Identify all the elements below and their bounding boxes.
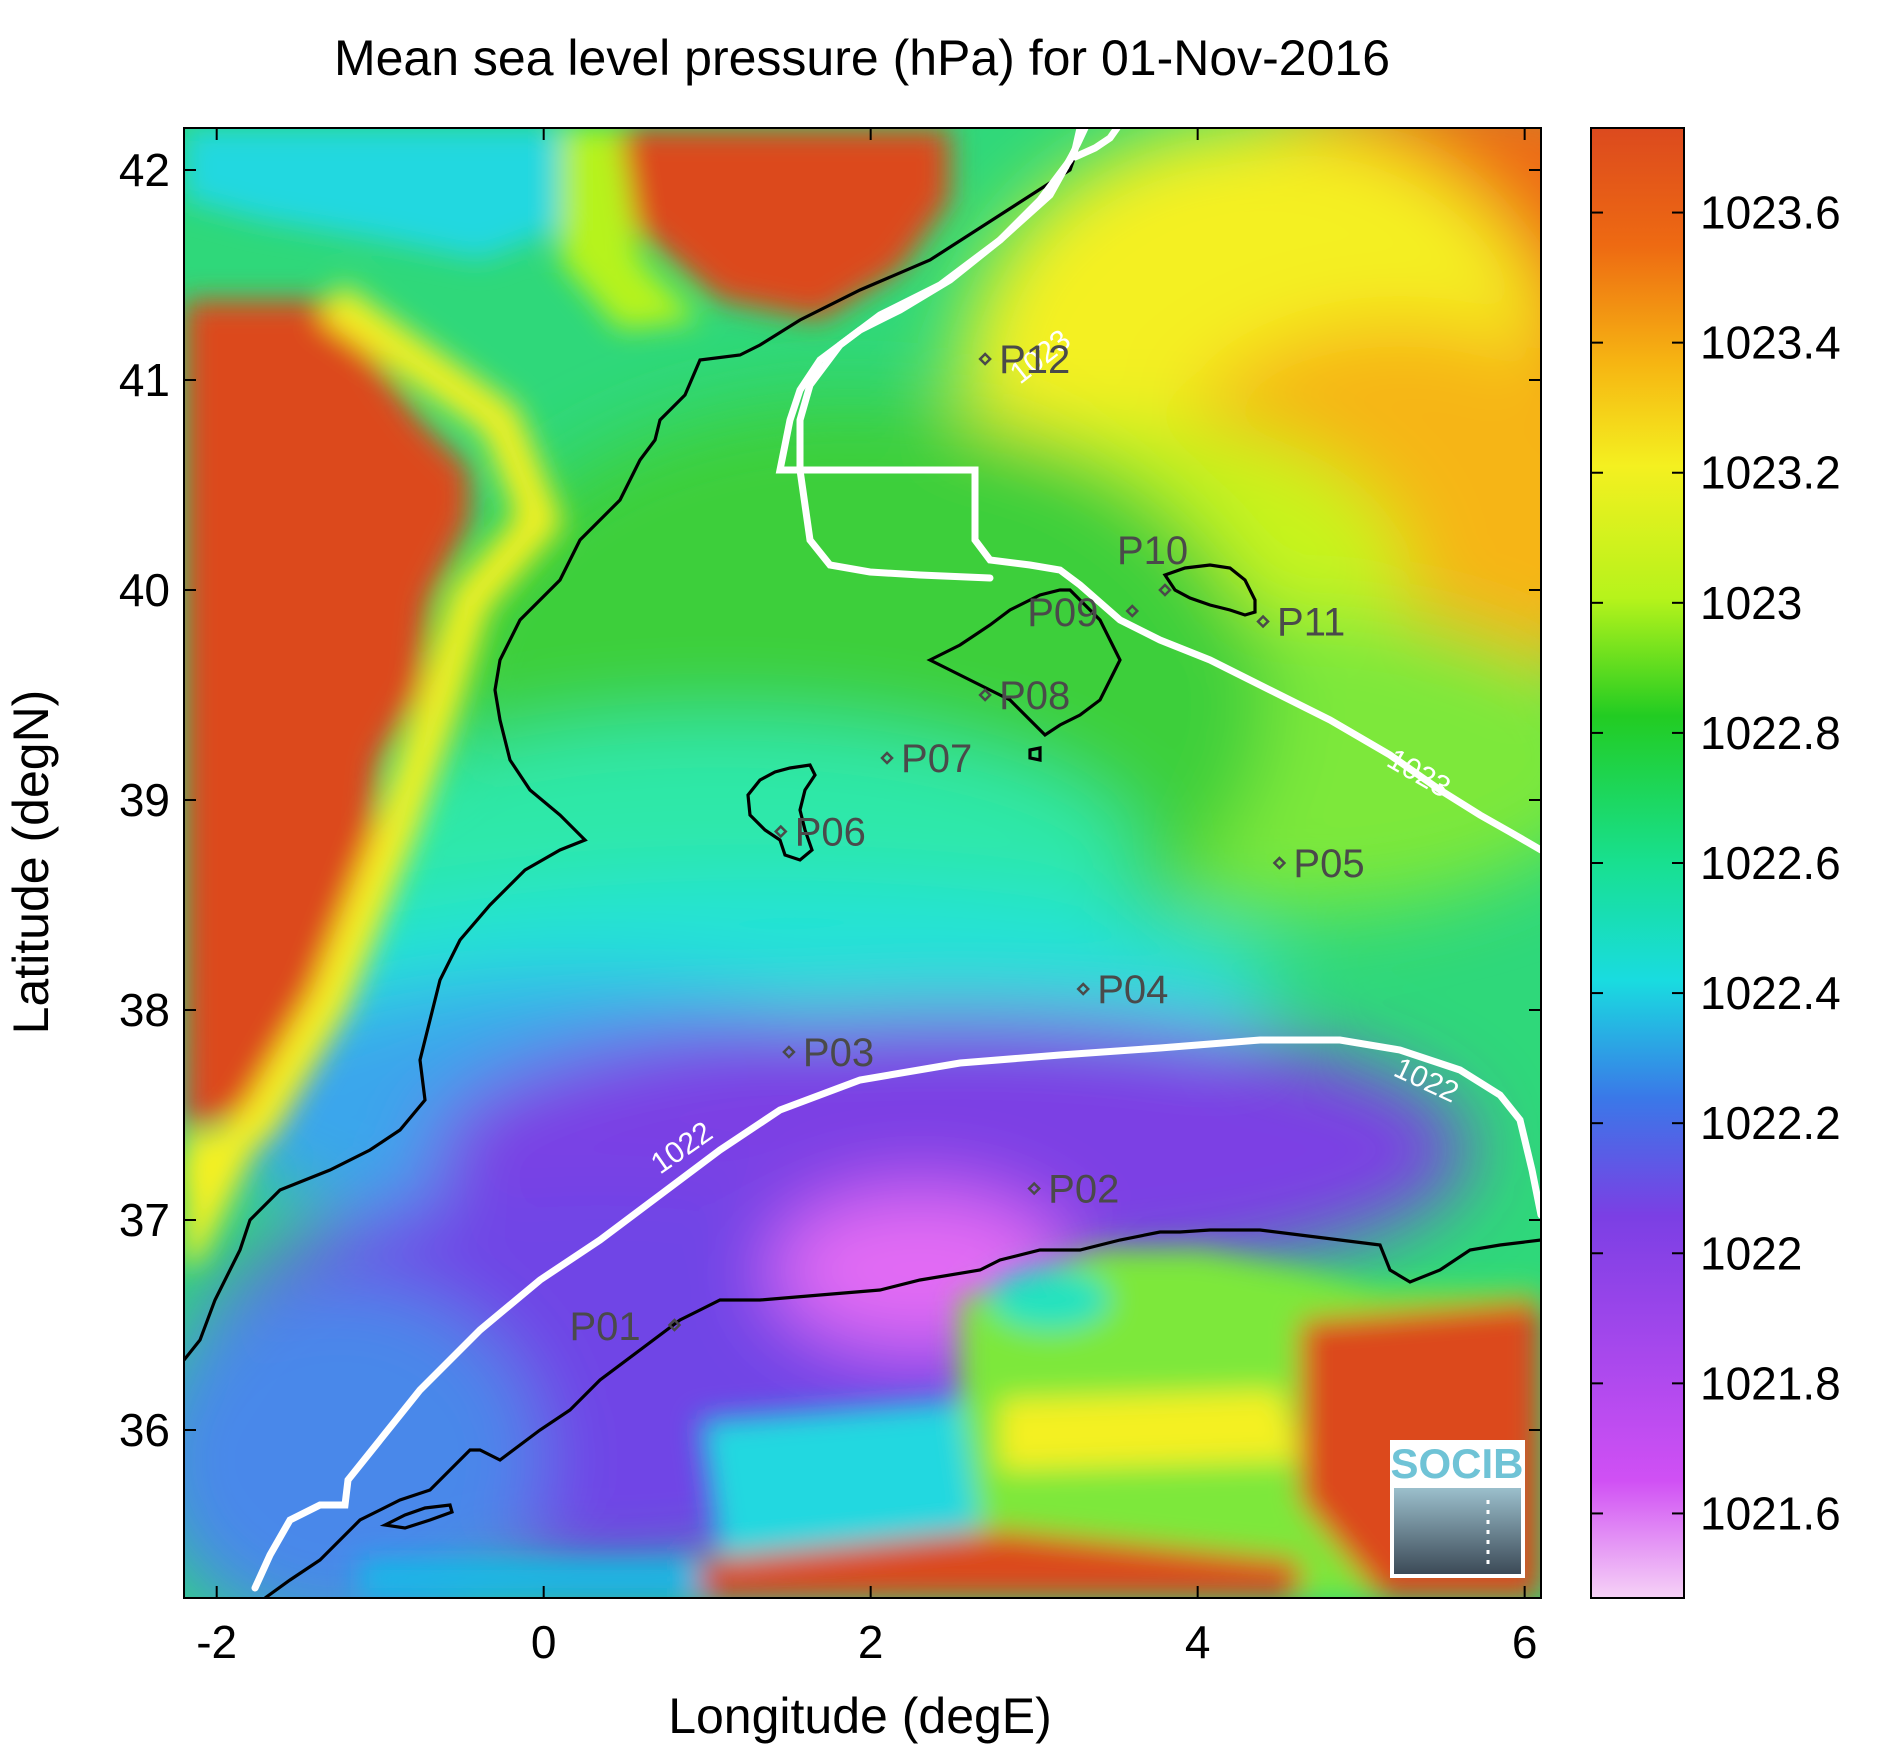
station-label: P01 — [569, 1305, 640, 1349]
y-tick-label: 40 — [119, 564, 170, 616]
station-label: P11 — [1277, 601, 1345, 645]
station-label: P04 — [1097, 968, 1168, 1012]
y-axis-ticks: 36 37 38 39 40 41 42 — [119, 144, 1541, 1456]
station-marker — [1076, 982, 1090, 996]
station-marker — [1256, 614, 1270, 629]
contour-1022 — [251, 1036, 1541, 1592]
chart-title: Mean sea level pressure (hPa) for 01-Nov… — [334, 30, 1390, 86]
station-label: P06 — [795, 811, 866, 855]
station-label: P07 — [901, 737, 972, 781]
contour-1022-top — [1071, 128, 1121, 161]
contour-lines — [251, 128, 1541, 1592]
y-tick-label: 38 — [119, 984, 170, 1036]
station-marker — [1125, 604, 1140, 618]
colorbar-tick-label: 1023.2 — [1700, 447, 1841, 499]
colorbar: 1021.6 1021.8 1022 1022.2 1022.4 1022.6 1022.8… — [1590, 127, 1841, 1599]
colorbar-tick-label: 1023 — [1700, 577, 1802, 629]
y-tick-label: 36 — [119, 1404, 170, 1456]
colorbar-ticks: 1021.6 1021.8 1022 1022.2 1022.4 1022.6 1022.8… — [1591, 187, 1841, 1539]
pressure-field — [184, 128, 1541, 1598]
ibiza-island — [746, 763, 817, 862]
colorbar-tick-label: 1022.4 — [1700, 967, 1841, 1019]
station-marker — [782, 1045, 796, 1059]
station-label: P03 — [803, 1031, 874, 1075]
colorbar-tick-label: 1023.4 — [1700, 317, 1841, 369]
station-label: P02 — [1048, 1168, 1119, 1212]
socib-logo: SOCIB — [1390, 1440, 1525, 1578]
station-label: P09 — [1027, 591, 1098, 635]
station-label: P10 — [1117, 529, 1188, 573]
colorbar-tick-label: 1021.6 — [1700, 1487, 1841, 1539]
station-label: P05 — [1293, 842, 1364, 886]
north-africa-coastline — [264, 1228, 1541, 1598]
y-tick-label: 41 — [119, 354, 170, 406]
contour-1023-upper-b — [796, 128, 1084, 582]
x-axis-label: Longitude (degE) — [668, 1688, 1052, 1744]
logo-text: SOCIB — [1390, 1440, 1523, 1487]
station-marker — [667, 1318, 682, 1332]
colorbar-fill — [1590, 127, 1685, 1599]
x-tick-label: 0 — [531, 1616, 557, 1668]
colorbar-tick-label: 1022.8 — [1700, 707, 1841, 759]
colorbar-tick-label: 1022 — [1700, 1227, 1802, 1279]
colorbar-tick-label: 1022.6 — [1700, 837, 1841, 889]
x-tick-label: -2 — [196, 1616, 237, 1668]
station-marker — [880, 751, 894, 765]
y-tick-label: 39 — [119, 774, 170, 826]
coastlines — [184, 128, 1541, 1598]
cabrera-island — [1028, 746, 1042, 762]
x-tick-label: 4 — [1185, 1616, 1211, 1668]
station-marker — [1158, 583, 1172, 597]
station-label: P08 — [999, 674, 1070, 718]
station-marker — [1272, 856, 1287, 870]
colorbar-tick-label: 1021.8 — [1700, 1357, 1841, 1409]
y-tick-label: 42 — [119, 144, 170, 196]
station-marker — [1027, 1181, 1041, 1196]
x-tick-label: 6 — [1512, 1616, 1538, 1668]
station-marker — [773, 824, 788, 839]
station-marker — [978, 352, 992, 366]
station-label: P12 — [999, 338, 1070, 382]
colorbar-tick-label: 1022.2 — [1700, 1097, 1841, 1149]
station-markers: P01 P02 P03 P04 P05 P06 P07 P08 P09 P10 P11 P12 — [569, 338, 1364, 1349]
y-tick-label: 37 — [119, 1194, 170, 1246]
colorbar-tick-label: 1023.6 — [1700, 187, 1841, 239]
x-axis-ticks: -2 0 2 4 6 — [196, 128, 1537, 1668]
x-tick-label: 2 — [858, 1616, 884, 1668]
y-axis-label: Latitude (degN) — [3, 690, 59, 1035]
menorca-island — [1162, 563, 1257, 617]
iberian-coastline — [184, 128, 1087, 1361]
alboran-island — [379, 1503, 454, 1530]
station-marker — [978, 688, 992, 702]
mallorca-island — [926, 588, 1122, 738]
plot-frame — [183, 127, 1542, 1599]
